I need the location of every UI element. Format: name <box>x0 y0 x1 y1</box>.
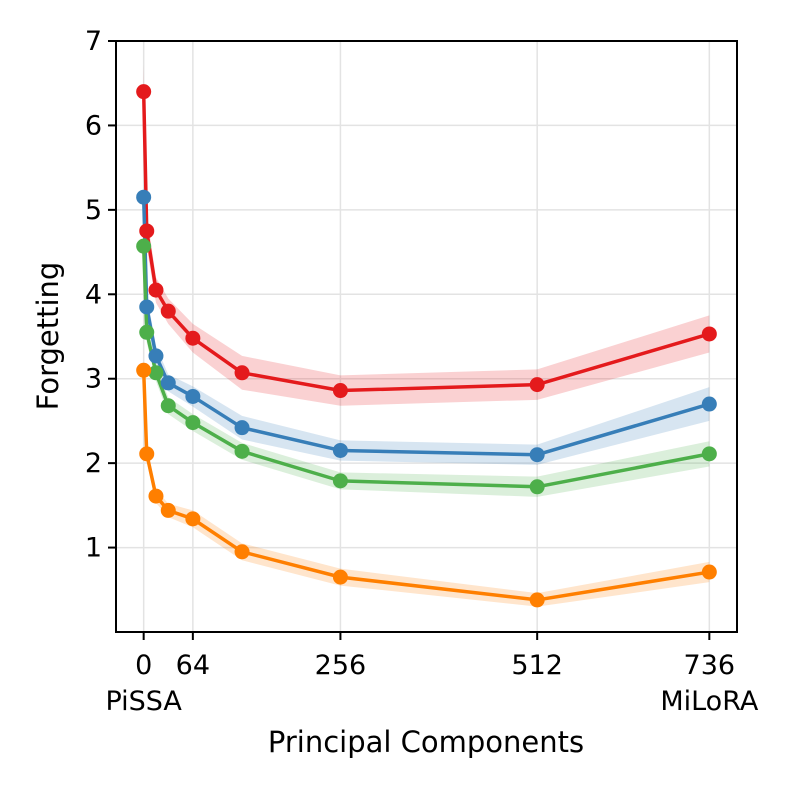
x-tick-label: 736 <box>684 650 736 681</box>
point-green <box>139 324 155 340</box>
y-tick-label: 1 <box>85 533 102 564</box>
band-red <box>143 64 710 406</box>
ticks: 1 2 3 4 5 6 7 0 PiSSA 64 256 512 736 MiLoRA <box>85 26 759 717</box>
point-green <box>332 473 348 489</box>
x-tick-label: 0 <box>135 650 152 681</box>
point-orange <box>185 511 201 527</box>
x-tick-label: 64 <box>176 650 210 681</box>
point-blue <box>148 348 164 364</box>
y-tick-label: 6 <box>85 110 102 141</box>
y-tick-label: 7 <box>85 26 102 57</box>
point-blue <box>234 420 250 436</box>
x-tick-label: 512 <box>511 650 563 681</box>
band-green <box>143 229 710 497</box>
point-orange <box>701 564 717 580</box>
point-orange <box>136 362 152 378</box>
point-orange <box>332 569 348 585</box>
point-green <box>185 415 201 431</box>
point-red <box>160 303 176 319</box>
y-axis-title: Forgetting <box>31 262 65 411</box>
y-tick-label: 3 <box>85 364 102 395</box>
point-blue <box>136 189 152 205</box>
point-orange <box>139 446 155 462</box>
confidence-bands <box>143 64 710 607</box>
point-blue <box>332 442 348 458</box>
point-red <box>529 377 545 393</box>
point-orange <box>234 544 250 560</box>
point-orange <box>160 502 176 518</box>
point-red <box>185 330 201 346</box>
point-blue <box>185 388 201 404</box>
y-tick-label: 4 <box>85 279 102 310</box>
point-green <box>234 443 250 459</box>
point-red <box>139 223 155 239</box>
point-red <box>701 326 717 342</box>
point-green <box>529 479 545 495</box>
point-red <box>332 383 348 399</box>
x-axis-title: Principal Components <box>268 725 584 759</box>
point-blue <box>529 447 545 463</box>
x-tick-label: 256 <box>315 650 367 681</box>
band-blue <box>143 176 710 465</box>
point-red <box>136 84 152 100</box>
point-green <box>148 365 164 381</box>
point-red <box>234 365 250 381</box>
series-points <box>136 84 717 608</box>
point-orange <box>529 592 545 608</box>
axes-frame <box>115 40 738 633</box>
y-tick-label: 2 <box>85 448 102 479</box>
point-red <box>148 282 164 298</box>
point-green <box>701 446 717 462</box>
point-green <box>136 238 152 254</box>
point-green <box>160 398 176 414</box>
x-tick-sublabel: MiLoRA <box>660 686 759 717</box>
point-blue <box>701 396 717 412</box>
point-blue <box>139 299 155 315</box>
point-blue <box>160 375 176 391</box>
x-tick-sublabel: PiSSA <box>105 686 182 717</box>
y-tick-label: 5 <box>85 195 102 226</box>
point-orange <box>148 488 164 504</box>
